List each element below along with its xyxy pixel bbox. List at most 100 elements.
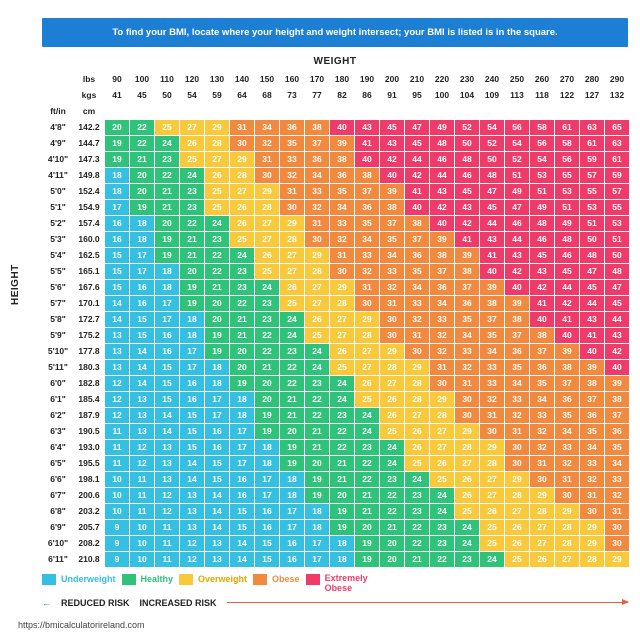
bmi-cell: 50 [605, 248, 629, 263]
bmi-cell: 34 [430, 296, 454, 311]
bmi-cell: 45 [455, 184, 479, 199]
bmi-cell: 33 [505, 392, 529, 407]
bmi-cell: 14 [205, 488, 229, 503]
bmi-cell: 35 [530, 376, 554, 391]
bmi-cell: 26 [380, 392, 404, 407]
bmi-cell: 19 [205, 344, 229, 359]
bmi-cell: 30 [430, 376, 454, 391]
bmi-cell: 13 [105, 360, 129, 375]
bmi-cell: 22 [330, 440, 354, 455]
bmi-cell: 32 [405, 312, 429, 327]
bmi-cell: 21 [405, 552, 429, 567]
bmi-cell: 22 [180, 216, 204, 231]
bmi-cell: 37 [380, 216, 404, 231]
bmi-cell: 22 [280, 376, 304, 391]
bmi-cell: 61 [580, 136, 604, 151]
bmi-cell: 25 [355, 392, 379, 407]
bmi-cell: 16 [205, 424, 229, 439]
bmi-cell: 27 [255, 232, 279, 247]
bmi-cell: 47 [580, 264, 604, 279]
bmi-cell: 28 [455, 440, 479, 455]
bmi-cell: 28 [355, 328, 379, 343]
bmi-cell: 26 [455, 488, 479, 503]
bmi-cell: 29 [205, 120, 229, 135]
bmi-cell: 23 [405, 488, 429, 503]
bmi-cell: 12 [105, 392, 129, 407]
bmi-cell: 34 [355, 232, 379, 247]
legend-underweight: Underweight [42, 574, 116, 585]
bmi-cell: 36 [355, 200, 379, 215]
bmi-cell: 33 [280, 152, 304, 167]
bmi-cell: 19 [330, 504, 354, 519]
table-row: 6'11"210.8910111213141516171819202122232… [43, 552, 629, 567]
bmi-cell: 38 [530, 328, 554, 343]
bmi-cell: 16 [255, 520, 279, 535]
bmi-cell: 30 [230, 136, 254, 151]
bmi-cell: 34 [505, 376, 529, 391]
bmi-cell: 22 [430, 552, 454, 567]
bmi-cell: 37 [555, 376, 579, 391]
bmi-cell: 43 [530, 264, 554, 279]
bmi-cell: 34 [330, 200, 354, 215]
bmi-cell: 40 [580, 344, 604, 359]
bmi-cell: 55 [605, 200, 629, 215]
bmi-cell: 21 [130, 152, 154, 167]
bmi-cell: 35 [355, 216, 379, 231]
bmi-cell: 27 [355, 360, 379, 375]
table-row: 5'2"157.41618202224262729313335373840424… [43, 216, 629, 231]
bmi-cell: 29 [430, 392, 454, 407]
chart-wrap: To find your BMI, locate where your heig… [42, 18, 628, 622]
bmi-cell: 34 [530, 392, 554, 407]
bmi-cell: 28 [405, 376, 429, 391]
bmi-cell: 16 [105, 232, 129, 247]
bmi-cell: 28 [230, 168, 254, 183]
bmi-cell: 45 [405, 136, 429, 151]
bmi-cell: 21 [305, 424, 329, 439]
bmi-cell: 19 [105, 152, 129, 167]
bmi-cell: 50 [580, 232, 604, 247]
bmi-cell: 13 [155, 456, 179, 471]
bmi-cell: 59 [605, 168, 629, 183]
bmi-cell: 30 [355, 296, 379, 311]
bmi-cell: 21 [380, 520, 404, 535]
table-row: 6'7"200.61011121314161718192021222324262… [43, 488, 629, 503]
bmi-cell: 57 [580, 168, 604, 183]
bmi-cell: 32 [330, 232, 354, 247]
bmi-cell: 14 [230, 552, 254, 567]
bmi-cell: 23 [180, 200, 204, 215]
bmi-cell: 28 [530, 504, 554, 519]
bmi-cell: 22 [205, 248, 229, 263]
bmi-cell: 43 [355, 120, 379, 135]
bmi-cell: 31 [230, 120, 254, 135]
bmi-cell: 33 [455, 344, 479, 359]
table-row: 5'7"170.11416171920222325272830313334363… [43, 296, 629, 311]
bmi-cell: 32 [580, 472, 604, 487]
bmi-cell: 24 [205, 216, 229, 231]
bmi-cell: 43 [505, 248, 529, 263]
bmi-cell: 24 [330, 376, 354, 391]
bmi-cell: 21 [255, 360, 279, 375]
bmi-cell: 17 [230, 424, 254, 439]
bmi-cell: 27 [430, 440, 454, 455]
bmi-cell: 14 [180, 456, 204, 471]
bmi-cell: 19 [355, 536, 379, 551]
bmi-cell: 38 [480, 296, 504, 311]
bmi-cell: 39 [330, 136, 354, 151]
bmi-cell: 30 [605, 520, 629, 535]
bmi-cell: 59 [580, 152, 604, 167]
bmi-cell: 18 [155, 264, 179, 279]
table-row: 6'9"205.79101113141516171819202122232425… [43, 520, 629, 535]
bmi-cell: 29 [580, 520, 604, 535]
axis-label-height: HEIGHT [10, 264, 21, 305]
bmi-cell: 12 [105, 408, 129, 423]
bmi-cell: 47 [505, 200, 529, 215]
bmi-cell: 47 [605, 280, 629, 295]
bmi-cell: 31 [355, 280, 379, 295]
bmi-cell: 23 [305, 376, 329, 391]
bmi-cell: 12 [130, 440, 154, 455]
table-row: 5'3"160.01618192123252728303234353739414… [43, 232, 629, 247]
bmi-cell: 26 [505, 536, 529, 551]
bmi-cell: 27 [330, 312, 354, 327]
bmi-cell: 48 [580, 248, 604, 263]
bmi-cell: 15 [105, 264, 129, 279]
